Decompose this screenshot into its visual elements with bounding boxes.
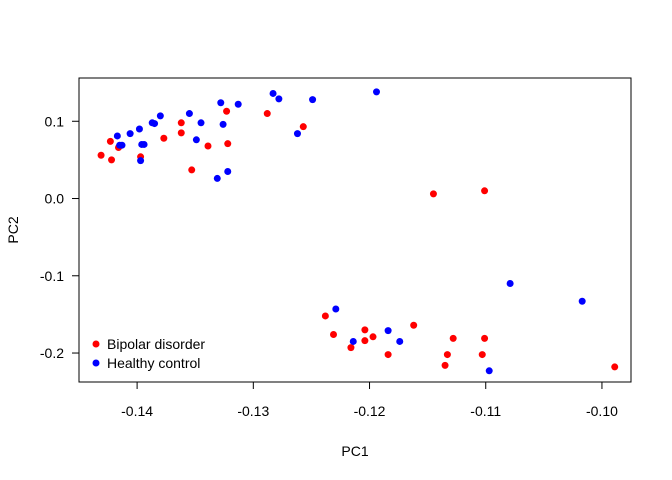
data-point-bipolar-disorder bbox=[223, 107, 231, 115]
data-point-bipolar-disorder bbox=[204, 142, 212, 150]
x-tick-label: -0.11 bbox=[470, 403, 501, 419]
data-point-healthy-control bbox=[185, 110, 193, 118]
data-point-bipolar-disorder bbox=[330, 330, 338, 338]
data-point-bipolar-disorder bbox=[429, 190, 437, 198]
data-point-healthy-control bbox=[578, 297, 586, 305]
data-point-healthy-control bbox=[309, 96, 317, 104]
data-point-healthy-control bbox=[126, 130, 134, 138]
y-axis-label: PC2 bbox=[5, 216, 21, 243]
data-point-healthy-control bbox=[234, 100, 242, 108]
data-point-bipolar-disorder bbox=[410, 321, 418, 329]
data-point-bipolar-disorder bbox=[97, 151, 105, 159]
legend-label-bipolar-disorder: Bipolar disorder bbox=[107, 336, 205, 352]
data-point-healthy-control bbox=[151, 120, 159, 128]
legend-label-healthy-control: Healthy control bbox=[107, 355, 200, 371]
data-point-bipolar-disorder bbox=[369, 333, 377, 341]
data-point-healthy-control bbox=[135, 125, 143, 133]
y-tick-label: 0.1 bbox=[45, 113, 65, 129]
data-point-bipolar-disorder bbox=[361, 337, 369, 345]
data-point-bipolar-disorder bbox=[611, 363, 619, 371]
data-point-bipolar-disorder bbox=[481, 334, 489, 342]
data-point-bipolar-disorder bbox=[299, 123, 307, 131]
data-point-bipolar-disorder bbox=[443, 351, 451, 359]
data-point-bipolar-disorder bbox=[108, 156, 116, 164]
data-point-bipolar-disorder bbox=[106, 137, 114, 145]
data-point-bipolar-disorder bbox=[263, 110, 271, 118]
legend-marker-bipolar-disorder bbox=[92, 340, 100, 348]
data-point-bipolar-disorder bbox=[478, 351, 486, 359]
y-tick-label: -0.1 bbox=[40, 268, 64, 284]
data-point-bipolar-disorder bbox=[188, 166, 196, 174]
data-point-bipolar-disorder bbox=[384, 351, 392, 359]
data-point-healthy-control bbox=[192, 136, 200, 144]
y-tick-label: 0.0 bbox=[45, 191, 65, 207]
legend-marker-healthy-control bbox=[92, 359, 100, 367]
data-point-bipolar-disorder bbox=[321, 312, 329, 320]
x-axis-label: PC1 bbox=[341, 443, 368, 459]
x-tick-label: -0.13 bbox=[237, 403, 269, 419]
data-point-bipolar-disorder bbox=[177, 119, 185, 127]
legend: Bipolar disorder Healthy control bbox=[92, 336, 205, 371]
data-point-healthy-control bbox=[213, 174, 221, 182]
data-point-healthy-control bbox=[293, 130, 301, 138]
data-point-healthy-control bbox=[269, 89, 277, 97]
x-tick-label: -0.14 bbox=[121, 403, 153, 419]
data-point-bipolar-disorder bbox=[361, 326, 369, 334]
data-point-bipolar-disorder bbox=[224, 140, 232, 148]
y-axis: -0.2 -0.1 0.0 0.1 bbox=[40, 113, 80, 361]
data-point-healthy-control bbox=[197, 119, 205, 127]
data-point-healthy-control bbox=[506, 279, 514, 287]
data-point-healthy-control bbox=[396, 337, 404, 345]
data-point-bipolar-disorder bbox=[160, 134, 168, 142]
data-point-healthy-control bbox=[140, 140, 148, 148]
x-tick-label: -0.12 bbox=[354, 403, 386, 419]
data-point-healthy-control bbox=[224, 167, 232, 175]
data-point-bipolar-disorder bbox=[441, 361, 449, 369]
data-point-healthy-control bbox=[372, 88, 380, 96]
data-points bbox=[97, 88, 619, 375]
data-point-healthy-control bbox=[349, 337, 357, 345]
data-point-healthy-control bbox=[118, 141, 126, 149]
data-point-bipolar-disorder bbox=[347, 344, 355, 352]
data-point-healthy-control bbox=[275, 95, 283, 103]
data-point-healthy-control bbox=[485, 367, 493, 375]
data-point-healthy-control bbox=[137, 157, 145, 165]
data-point-healthy-control bbox=[156, 112, 164, 120]
x-tick-label: -0.10 bbox=[586, 403, 618, 419]
data-point-healthy-control bbox=[217, 99, 225, 107]
y-tick-label: -0.2 bbox=[40, 345, 64, 361]
data-point-healthy-control bbox=[219, 120, 227, 128]
data-point-bipolar-disorder bbox=[177, 129, 185, 137]
data-point-healthy-control bbox=[113, 132, 121, 140]
data-point-healthy-control bbox=[332, 305, 340, 313]
x-axis: -0.14 -0.13 -0.12 -0.11 -0.10 bbox=[121, 381, 618, 419]
data-point-bipolar-disorder bbox=[449, 334, 457, 342]
data-point-healthy-control bbox=[384, 327, 392, 335]
data-point-bipolar-disorder bbox=[481, 187, 489, 195]
